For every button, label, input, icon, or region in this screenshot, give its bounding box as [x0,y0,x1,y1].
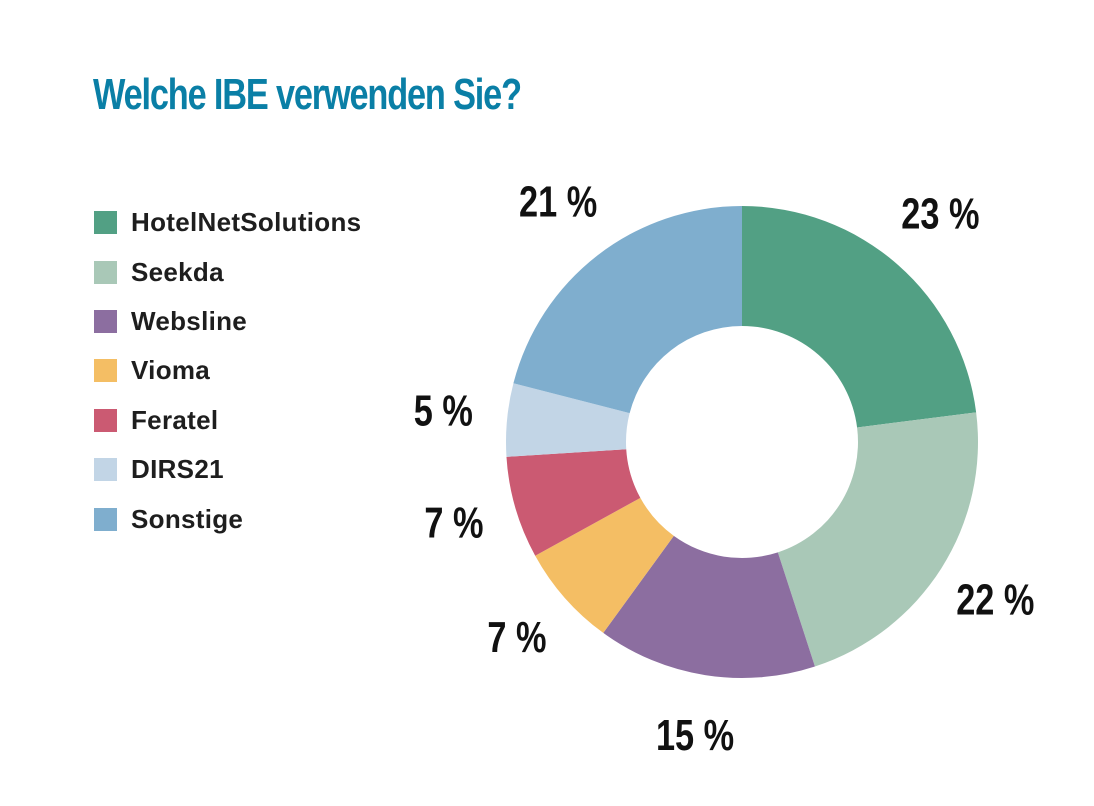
legend-label: Vioma [131,355,211,386]
donut-slice-dirs21 [506,383,630,457]
data-label-vioma: 7 % [487,613,546,662]
legend: HotelNetSolutions Seekda Websline Vioma … [94,198,361,544]
donut-slices [506,206,979,678]
data-label-hotelnetsolutions: 23 % [901,190,979,239]
legend-item-feratel: Feratel [94,396,361,445]
legend-label: DIRS21 [131,454,224,485]
legend-label: Feratel [131,404,219,435]
data-label-sonstige: 21 % [519,178,597,227]
legend-swatch [94,458,117,482]
donut-slice-hotelnetsolutions [742,206,977,428]
donut-labels: 23 % 22 % 15 % 7 % 7 % 5 % 21 % [414,178,1035,760]
legend-label: Seekda [131,256,224,287]
data-label-seekda: 22 % [956,575,1034,624]
donut-slice-feratel [506,449,641,556]
legend-item-vioma: Vioma [94,346,361,395]
legend-item-sonstige: Sonstige [94,494,361,543]
legend-label: HotelNetSolutions [131,207,362,238]
chart-title: Welche IBE verwenden Sie? [93,70,522,119]
legend-swatch [94,260,117,284]
legend-swatch [94,408,117,432]
legend-label: Sonstige [131,503,244,534]
data-label-dirs21: 5 % [414,386,473,435]
legend-item-seekda: Seekda [94,247,361,296]
data-label-feratel: 7 % [424,498,483,547]
data-label-websline: 15 % [656,711,734,760]
legend-item-hotelnetsolutions: HotelNetSolutions [94,198,361,247]
legend-swatch [94,507,117,531]
legend-label: Websline [131,305,248,336]
donut-slice-sonstige [513,206,742,414]
legend-item-dirs21: DIRS21 [94,445,361,494]
legend-swatch [94,359,117,383]
donut-slice-seekda [777,412,979,667]
legend-swatch [94,211,117,235]
donut-slice-vioma [535,497,674,633]
donut-slice-websline [603,535,815,678]
legend-item-websline: Websline [94,297,361,346]
legend-swatch [94,309,117,333]
